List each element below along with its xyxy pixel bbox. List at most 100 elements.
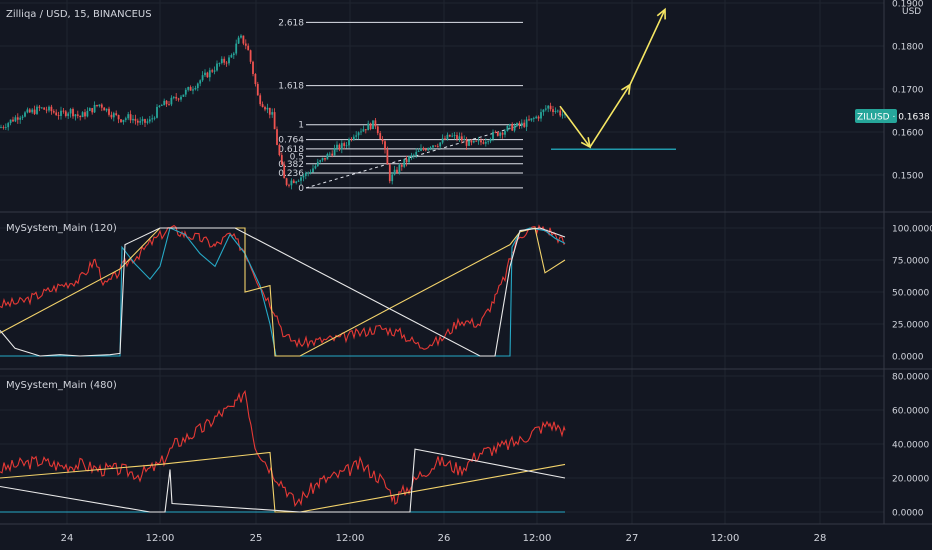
candle-body: [261, 104, 264, 108]
price-pane[interactable]: Zilliqa / USD, 15, BINANCEUS 2.618 1.618 1…: [0, 7, 676, 194]
candle-body: [552, 109, 554, 112]
candle-body: [403, 159, 406, 167]
forecast-arrow: [559, 105, 591, 148]
candle-body: [436, 146, 439, 148]
candle-body: [144, 119, 146, 123]
time-tick-label: 25: [250, 533, 263, 544]
currency-label: USD: [902, 7, 921, 17]
candle-body: [134, 118, 137, 121]
candle-body: [336, 144, 338, 148]
candle-body: [0, 127, 2, 128]
candle-body: [156, 106, 158, 118]
forecast-annotations[interactable]: [551, 7, 676, 150]
candle-body: [91, 108, 94, 113]
candle-body: [201, 75, 204, 81]
fib-level-label: 2.618: [278, 18, 304, 28]
candle-body: [417, 150, 420, 152]
candle-body: [559, 110, 562, 116]
candle-body: [511, 124, 514, 131]
candle-body: [427, 148, 430, 151]
candle-body: [480, 140, 482, 143]
indicator-tick-label: 100.0000: [892, 225, 932, 235]
candle-body: [376, 126, 379, 134]
candle-body: [76, 114, 79, 116]
candle-body: [208, 70, 211, 78]
candle-body: [60, 110, 62, 116]
candle-body: [516, 122, 518, 127]
forecast-arrow: [589, 84, 631, 148]
candle-body: [451, 135, 454, 137]
candle-body: [432, 145, 434, 148]
candle-body: [151, 118, 154, 120]
candle-body: [374, 120, 377, 127]
candle-body: [386, 149, 389, 165]
candle-body: [72, 109, 74, 117]
candle-body: [304, 172, 307, 176]
candle-body: [525, 119, 528, 127]
candle-body: [328, 153, 331, 155]
candle-body: [62, 110, 65, 112]
forecast-arrowhead: [656, 7, 666, 20]
candle-body: [160, 105, 163, 107]
candle-body: [158, 105, 161, 107]
candle-body: [110, 114, 113, 118]
time-axis[interactable]: 24 12:00 25 12:00 26 12:00 27 12:00 28: [61, 533, 827, 544]
candle-body: [487, 141, 490, 143]
candle-body: [333, 147, 336, 156]
candle-body: [391, 174, 394, 182]
candle-body: [237, 37, 240, 44]
candle-body: [400, 164, 403, 167]
candle-body: [276, 129, 278, 145]
candle-body: [28, 109, 31, 113]
time-tick-label: 28: [814, 533, 827, 544]
candle-body: [31, 109, 34, 113]
last-price-badge: [855, 109, 897, 123]
time-tick-label: 27: [626, 533, 639, 544]
candle-body: [501, 132, 504, 135]
candle-body: [523, 122, 526, 127]
indicator-pane-480[interactable]: MySystem_Main (480) 80.0000 60.0000 40.000…: [0, 373, 929, 519]
indicator-tick-label: 50.0000: [892, 289, 929, 299]
price-axis[interactable]: USD 0.1900 0.1800 0.1700 0.1600 0.1500 ZILUS…: [855, 0, 930, 182]
price-tick-label: 0.1700: [892, 86, 924, 96]
candle-body: [540, 112, 542, 119]
candle-body: [412, 154, 415, 156]
candle-body: [184, 89, 187, 95]
indicator-pane-120[interactable]: MySystem_Main (120) 100.0000 75.0000 50.00…: [0, 223, 932, 363]
last-price-label: ZILUSD · 0.1638: [857, 113, 930, 123]
candle-body: [398, 164, 401, 173]
candle-body: [249, 50, 252, 62]
candle-body: [556, 110, 559, 112]
candle-body: [33, 109, 36, 114]
fib-level-label: 0.5: [290, 152, 304, 162]
candle-body: [355, 135, 358, 137]
candle-body: [453, 135, 456, 136]
candle-body: [124, 118, 127, 120]
candle-body: [268, 107, 271, 115]
candle-body: [50, 106, 53, 112]
indicator-line-white: [0, 448, 566, 513]
candle-body: [38, 106, 41, 108]
candle-body: [381, 139, 384, 142]
candle-body: [295, 181, 298, 183]
candle-body: [424, 149, 427, 151]
candle-body: [223, 58, 226, 63]
candle-body: [266, 107, 269, 110]
candle-body: [340, 143, 343, 150]
candle-body: [57, 115, 60, 117]
candle-body: [7, 123, 10, 128]
candle-body: [228, 57, 230, 64]
candle-body: [360, 131, 362, 133]
candle-body: [108, 108, 110, 115]
candle-body: [331, 153, 334, 156]
candle-body: [528, 119, 530, 121]
candle-body: [120, 119, 122, 123]
candle-body: [67, 113, 70, 116]
candle-body: [302, 175, 305, 178]
indicator-tick-label: 60.0000: [892, 407, 929, 417]
price-tick-label: 0.1600: [892, 129, 924, 139]
candle-body: [232, 53, 235, 56]
candle-body: [314, 166, 317, 169]
